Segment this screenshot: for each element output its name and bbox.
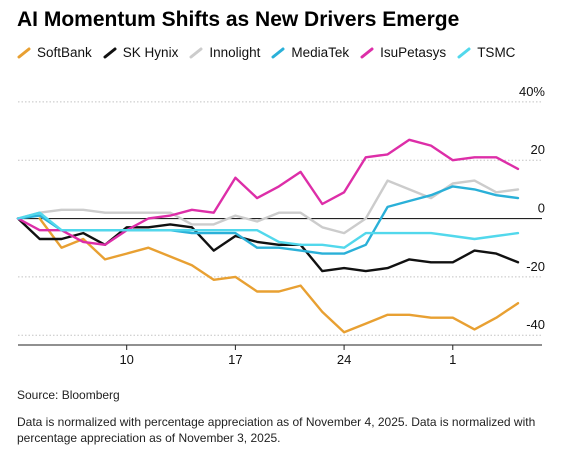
gridlines <box>18 101 542 346</box>
y-tick-label: -40 <box>526 317 545 332</box>
axis-ticks: 40% 20 0 -20 -40 10 17 24 1 <box>119 84 545 367</box>
legend-swatch <box>189 47 203 58</box>
series-line-tsmc <box>16 211 520 249</box>
legend-item: MediaTek <box>271 43 349 62</box>
legend-swatch <box>360 47 374 58</box>
series-line-softbank <box>38 217 520 334</box>
series-line-isupetasys <box>16 138 520 246</box>
series-line-sk-hynix <box>16 217 520 273</box>
x-tick-label: 24 <box>337 352 351 367</box>
legend-item: IsuPetasys <box>360 43 446 62</box>
legend-label: Innolight <box>209 45 261 60</box>
y-tick-label: -20 <box>526 259 545 274</box>
legend-label: MediaTek <box>291 45 350 60</box>
legend-label: IsuPetasys <box>380 45 447 60</box>
y-tick-label: 0 <box>538 201 545 216</box>
legend-swatch <box>457 47 471 58</box>
legend-item: SK Hynix <box>103 43 179 62</box>
series-line-innolight <box>16 179 520 235</box>
legend-item: Innolight <box>189 43 260 62</box>
x-tick-label: 17 <box>228 352 242 367</box>
legend-swatch <box>103 47 117 58</box>
source-note: Source: Bloomberg <box>17 388 120 402</box>
legend-swatch <box>17 47 31 58</box>
chart-legend: SoftBank SK Hynix Innolight MediaTek IsuPeta… <box>17 43 557 64</box>
legend-item: SoftBank <box>17 43 92 62</box>
footnote: Data is normalized with percentage appre… <box>17 415 536 445</box>
legend-label: TSMC <box>477 45 516 60</box>
legend-item: TSMC <box>457 43 515 62</box>
legend-label: SoftBank <box>37 45 92 60</box>
chart-title: AI Momentum Shifts as New Drivers Emerge <box>17 8 460 31</box>
x-tick-label: 1 <box>449 352 456 367</box>
legend-swatch <box>271 47 285 58</box>
x-tick-label: 10 <box>119 352 133 367</box>
series-lines <box>16 138 520 334</box>
y-tick-label: 40% <box>519 84 545 99</box>
y-tick-label: 20 <box>531 142 545 157</box>
legend-label: SK Hynix <box>122 45 179 60</box>
